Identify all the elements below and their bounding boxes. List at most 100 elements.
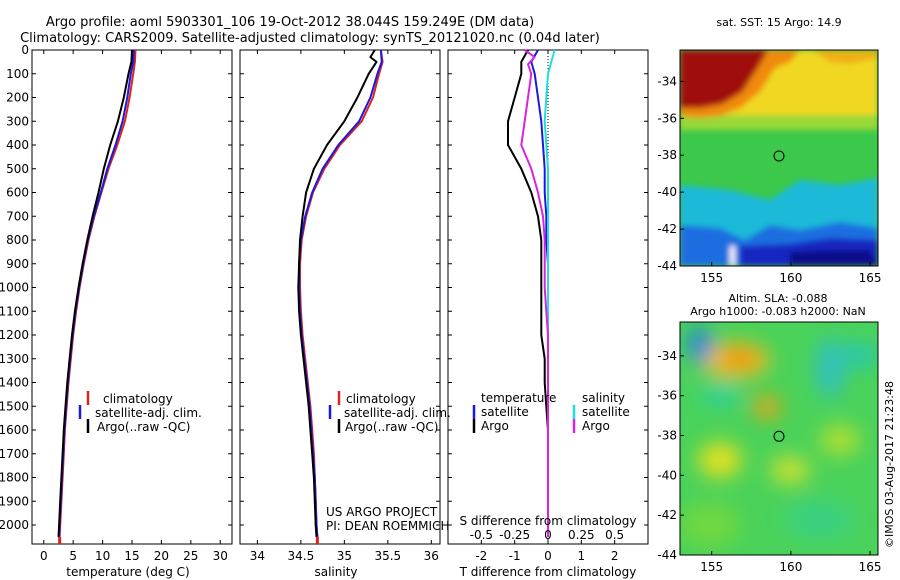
lon-tick-label: 155 xyxy=(700,560,723,574)
x-tick-label: 35 xyxy=(337,549,352,563)
s-difference-tick-label: -0.25 xyxy=(499,528,530,542)
depth-tick-label: 1100 xyxy=(0,304,29,318)
legend-t-satellite-label: satellite xyxy=(481,405,529,419)
legend-salinity-title: salinity xyxy=(582,391,625,405)
s-difference-tick-label: 0.5 xyxy=(605,528,624,542)
temperature-series xyxy=(57,49,137,544)
salinity-legend: climatology satellite-adj. clim. Argo(..… xyxy=(328,391,451,434)
sst-map-ticks: -34 -36 -38 -40 -42 -44 155 160 165 xyxy=(657,74,881,285)
x-tick-label: 15 xyxy=(124,549,139,563)
series-line-climatology xyxy=(58,49,137,537)
s-difference-tick-label: 0.25 xyxy=(568,528,595,542)
depth-tick-label: 1300 xyxy=(0,352,29,366)
legend-argo-label: Argo(..raw -QC) xyxy=(345,420,438,434)
legend-temperature-title: temperature xyxy=(481,391,556,405)
depth-tick-label: 2000 xyxy=(0,518,29,532)
sst-field xyxy=(680,50,878,266)
series-line-satellite xyxy=(298,49,383,537)
difference-series xyxy=(507,49,556,537)
lat-tick-label: -44 xyxy=(657,259,677,273)
depth-tick-label: 600 xyxy=(6,186,29,200)
depth-tick-label: 400 xyxy=(6,138,29,152)
figure-title-line1: Argo profile: aoml 5903301_106 19-Oct-20… xyxy=(46,15,534,30)
salinity-axis-label: salinity xyxy=(314,565,357,579)
depth-tick-label: 700 xyxy=(6,209,29,223)
legend-climatology-label: climatology xyxy=(346,392,416,406)
depth-tick-label: 300 xyxy=(6,114,29,128)
project-pi: PI: DEAN ROEMMICH xyxy=(326,519,449,533)
depth-tick-label: 1400 xyxy=(0,376,29,390)
x-tick-label: 2 xyxy=(611,549,619,563)
x-tick-label: 0 xyxy=(40,549,48,563)
salinity-axis-ticks: 34 34.5 35 35.5 36 xyxy=(250,50,439,563)
lon-tick-label: 155 xyxy=(700,271,723,285)
depth-tick-label: 200 xyxy=(6,91,29,105)
s-difference-axis-label: S difference from climatology xyxy=(460,514,637,528)
temperature-axis-ticks: 0 5 10 15 20 25 30 xyxy=(40,50,228,563)
lat-tick-label: -42 xyxy=(657,508,677,522)
figure-title-line2: Climatology: CARS2009. Satellite-adjuste… xyxy=(20,31,600,46)
x-tick-label: -2 xyxy=(475,549,487,563)
x-tick-label: 36 xyxy=(424,549,439,563)
salinity-plot-frame xyxy=(239,49,441,545)
lat-tick-label: -42 xyxy=(657,222,677,236)
x-tick-label: 10 xyxy=(95,549,110,563)
sla-map-subtitle: Argo h1000: -0.083 h2000: NaN xyxy=(690,305,866,318)
lon-tick-label: 160 xyxy=(779,560,802,574)
series-line-argo xyxy=(57,49,133,537)
sla-map-ticks: -34 -36 -38 -40 -42 -44 155 160 165 xyxy=(657,349,881,574)
x-tick-label: 20 xyxy=(154,549,169,563)
x-tick-label: 1 xyxy=(578,549,586,563)
sst-argo-position-marker xyxy=(773,150,785,162)
legend-argo-label: Argo(..raw -QC) xyxy=(97,420,190,434)
depth-tick-label: 900 xyxy=(6,257,29,271)
depth-tick-label: 1900 xyxy=(0,494,29,508)
series-line-s-argo xyxy=(520,49,549,537)
lat-tick-label: -38 xyxy=(657,148,677,162)
project-name: US ARGO PROJECT xyxy=(326,505,438,519)
x-tick-label: 30 xyxy=(213,549,228,563)
depth-tick-label: 1500 xyxy=(0,399,29,413)
temperature-panel: 0100200300400500600700800900100011001200… xyxy=(0,43,233,579)
depth-tick-label: 1200 xyxy=(0,328,29,342)
depth-tick-label: 100 xyxy=(6,67,29,81)
lat-tick-label: -34 xyxy=(657,349,677,363)
sla-field xyxy=(680,322,878,555)
depth-tick-label: 500 xyxy=(6,162,29,176)
salinity-panel: 34 34.5 35 35.5 36 salinity climatology sate… xyxy=(239,49,451,579)
s-difference-tick-label: 0 xyxy=(544,528,552,542)
depth-tick-label: 0 xyxy=(21,43,29,57)
lat-tick-label: -36 xyxy=(657,389,677,403)
difference-panel: -2 -1 0 1 2 S difference from climatology -0… xyxy=(447,49,649,579)
legend-s-argo-label: Argo xyxy=(582,419,610,433)
sla-map-title: Altim. SLA: -0.088 xyxy=(728,292,827,305)
series-line-satellite xyxy=(58,49,135,537)
lat-tick-label: -40 xyxy=(657,185,677,199)
lat-tick-label: -34 xyxy=(657,74,677,88)
depth-tick-label: 1000 xyxy=(0,281,29,295)
x-tick-label: 5 xyxy=(69,549,77,563)
legend-t-argo-label: Argo xyxy=(481,419,509,433)
legend-satellite-label: satellite-adj. clim. xyxy=(344,406,451,420)
sst-map-panel: sat. SST: 15 Argo: 14.9 -34 -36 -38 -40 -42 -… xyxy=(657,16,881,285)
legend-s-satellite-label: satellite xyxy=(582,405,630,419)
s-difference-tick-label: -0.5 xyxy=(470,528,493,542)
lat-tick-label: -44 xyxy=(657,548,677,562)
lon-tick-label: 165 xyxy=(859,560,882,574)
t-difference-axis-label: T difference from climatology xyxy=(459,565,637,579)
depth-tick-label: 1800 xyxy=(0,471,29,485)
series-line-s-satellite xyxy=(543,49,556,537)
series-line-argo xyxy=(297,49,378,537)
lat-tick-label: -36 xyxy=(657,111,677,125)
s-difference-tick-labels: -0.5 -0.25 0 0.25 0.5 xyxy=(470,528,625,542)
depth-tick-label: 1700 xyxy=(0,447,29,461)
sla-map-panel: Altim. SLA: -0.088 Argo h1000: -0.083 h2… xyxy=(657,292,881,574)
temperature-legend: climatology satellite-adj. clim. Argo(..… xyxy=(78,391,202,434)
salinity-series xyxy=(297,49,384,544)
x-tick-label: 25 xyxy=(183,549,198,563)
x-tick-label: 0 xyxy=(544,549,552,563)
x-tick-label: 34.5 xyxy=(288,549,315,563)
sst-map-title: sat. SST: 15 Argo: 14.9 xyxy=(716,16,841,29)
depth-axis-ticks: 0 100 200 300 400 500 600 700 800 900 1000 1100 1200… xyxy=(0,43,232,532)
